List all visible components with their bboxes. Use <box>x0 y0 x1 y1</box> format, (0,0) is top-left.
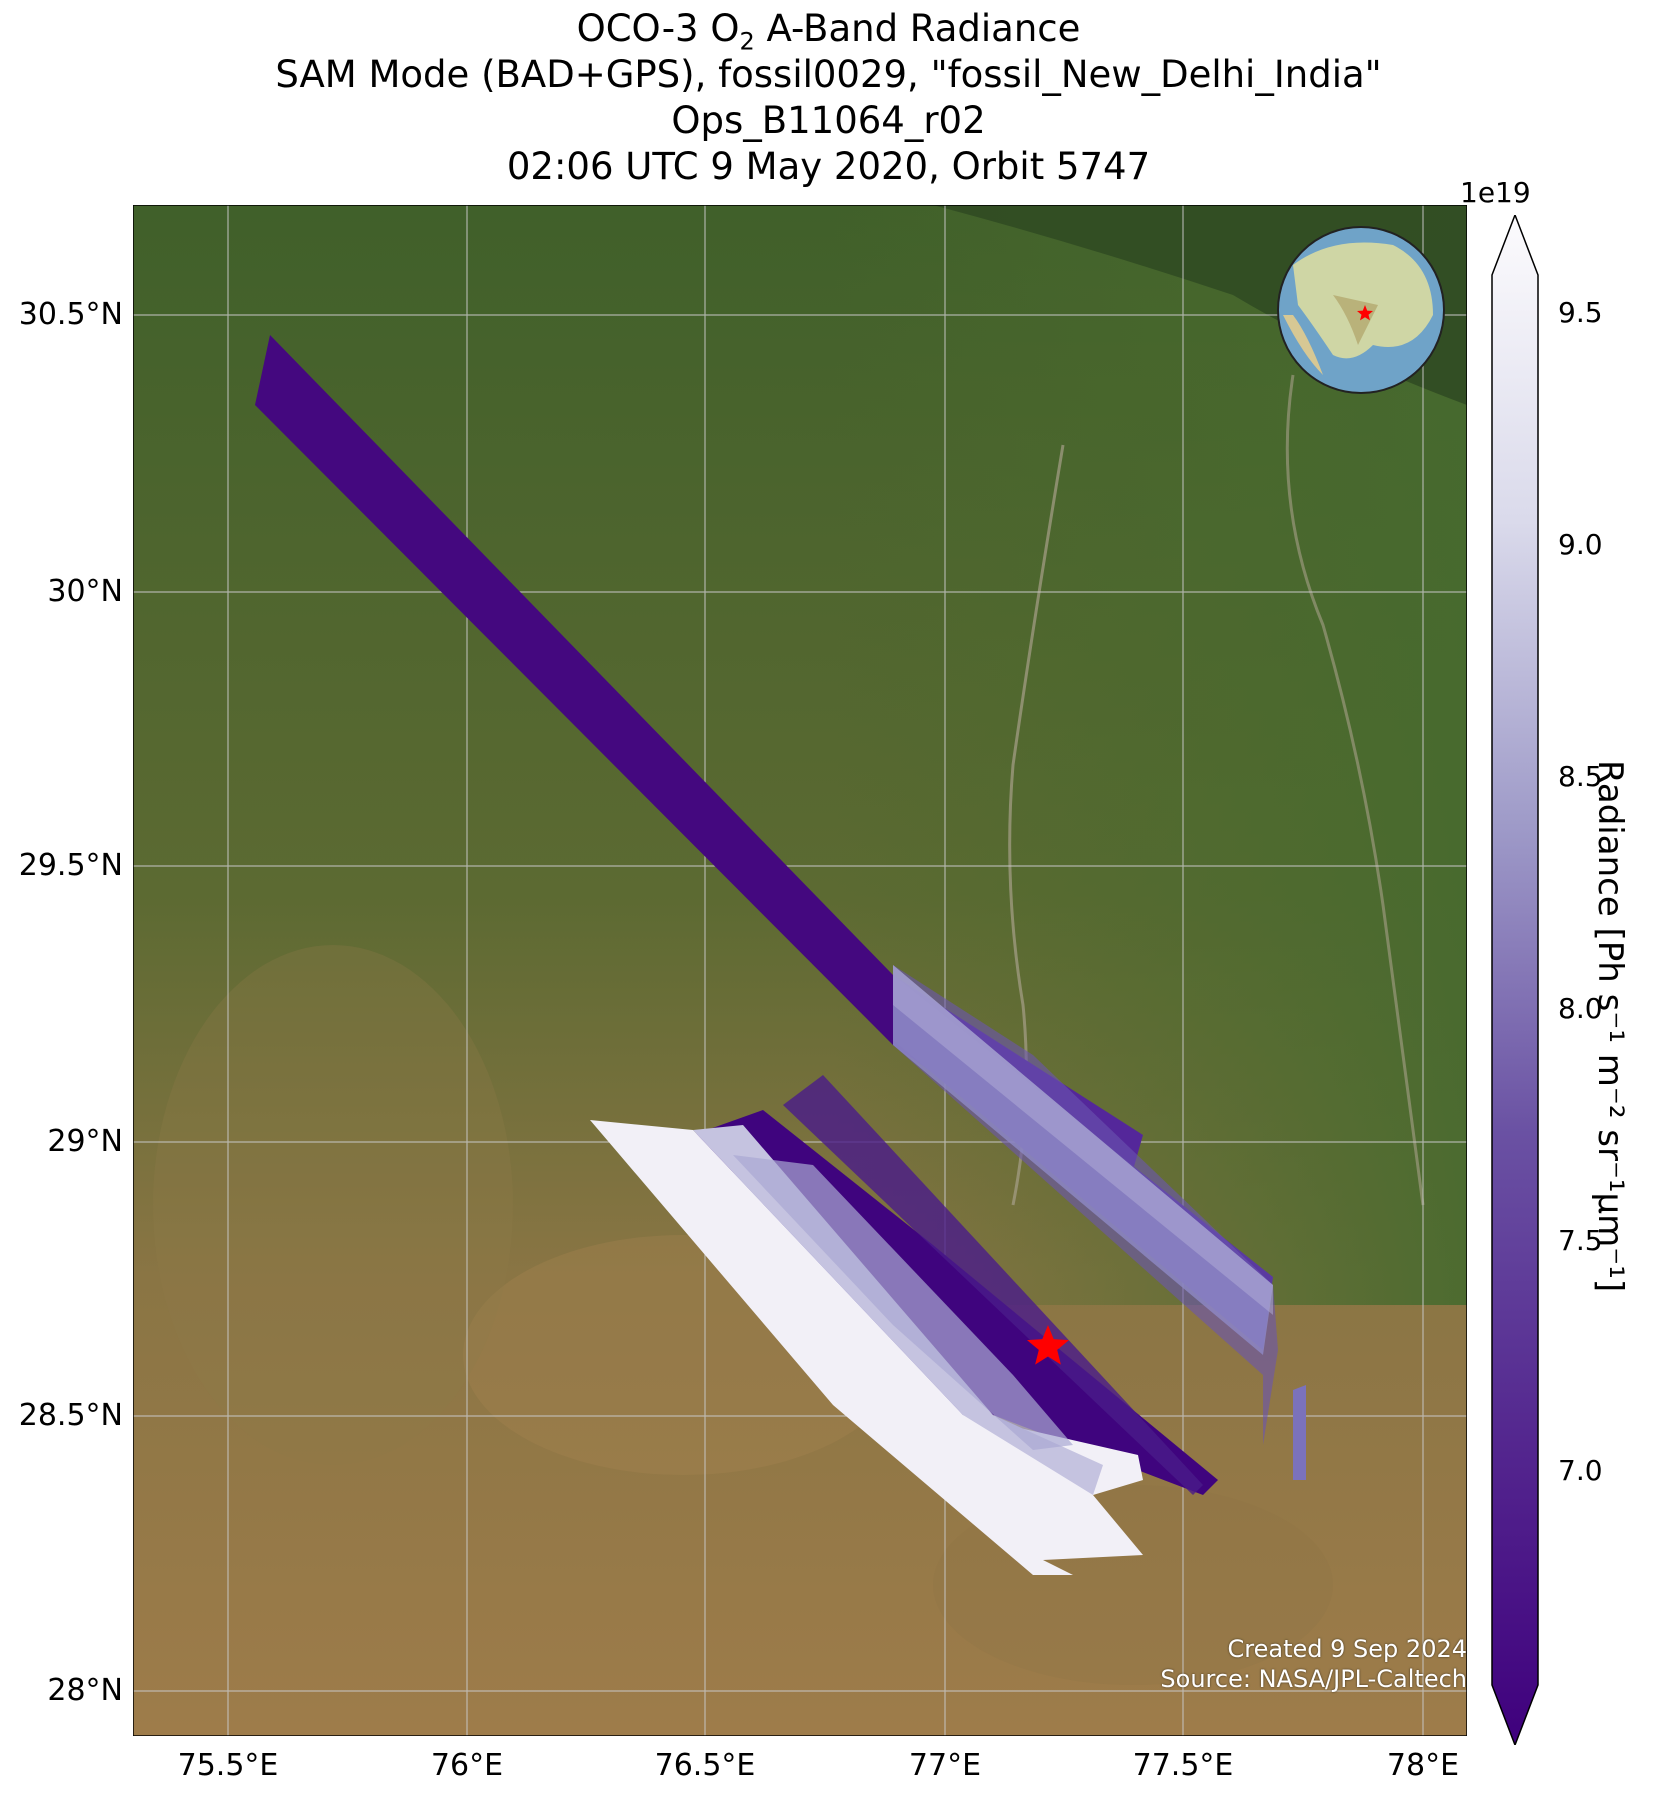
globe-star-icon <box>1357 305 1373 321</box>
colorbar-exponent: 1e19 <box>1460 176 1531 209</box>
title-line-3: Ops_B11064_r02 <box>671 99 986 142</box>
lon-tick-0: 75.5°E <box>177 1748 279 1783</box>
title-line-4: 02:06 UTC 9 May 2020, Orbit 5747 <box>506 145 1151 188</box>
lon-tick-1: 76°E <box>430 1748 504 1783</box>
colorbar <box>1491 215 1539 1745</box>
title-line-1-post: A-Band Radiance <box>754 7 1081 50</box>
title-line-1-sub: 2 <box>739 27 755 56</box>
lat-tick-5: 28°N <box>47 1673 123 1708</box>
lon-tick-5: 78°E <box>1386 1748 1460 1783</box>
colorbar-tick-7-0: 7.0 <box>1558 1454 1603 1487</box>
radiance-swath-1 <box>255 335 1306 1480</box>
inset-globe <box>1277 226 1445 394</box>
colorbar-tick-8-0: 8.0 <box>1558 992 1603 1025</box>
lat-tick-1: 30°N <box>47 574 123 609</box>
lon-tick-2: 76.5°E <box>654 1748 756 1783</box>
lat-tick-2: 29.5°N <box>18 848 123 883</box>
colorbar-tick-9-5: 9.5 <box>1558 296 1603 329</box>
title-line-1: OCO-3 O2 A-Band Radiance <box>0 6 1657 64</box>
lat-tick-4: 28.5°N <box>18 1398 123 1433</box>
radiance-swath-3 <box>590 1120 1143 1575</box>
river-ganga <box>1285 374 1425 1206</box>
colorbar-tick-7-5: 7.5 <box>1558 1224 1603 1257</box>
lon-tick-3: 77°E <box>908 1748 982 1783</box>
colorbar-label: Radiance [Ph s⁻¹ m⁻² sr⁻¹μm⁻¹] <box>1590 760 1630 1293</box>
colorbar-tick-8-5: 8.5 <box>1558 760 1603 793</box>
title-line-1-pre: OCO-3 O <box>576 7 740 50</box>
title-line-2: SAM Mode (BAD+GPS), fossil0029, "fossil_… <box>275 53 1382 96</box>
credits-source: Source: NASA/JPL-Caltech <box>1160 1665 1467 1693</box>
map-panel <box>133 205 1467 1736</box>
target-star <box>1027 1325 1069 1365</box>
lat-tick-3: 29°N <box>47 1124 123 1159</box>
lat-tick-0: 30.5°N <box>18 297 123 332</box>
lon-tick-4: 77.5°E <box>1132 1748 1234 1783</box>
colorbar-tick-9-0: 9.0 <box>1558 528 1603 561</box>
credits-created: Created 9 Sep 2024 <box>1227 1635 1467 1663</box>
